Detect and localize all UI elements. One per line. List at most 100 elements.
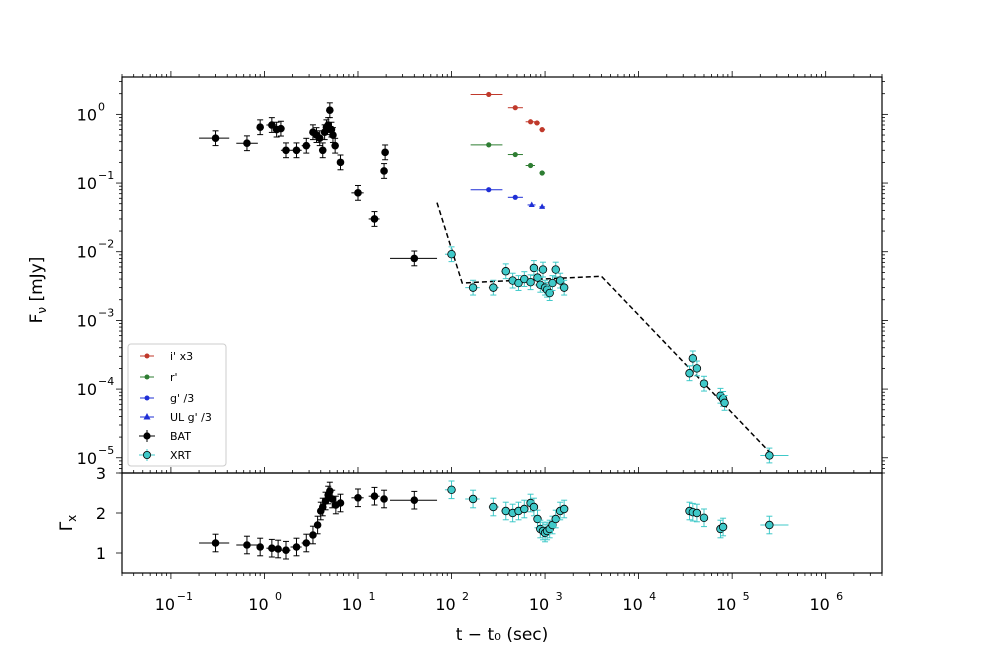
legend-label-ul-g: UL g' /3 <box>170 411 212 424</box>
data-point <box>765 520 774 530</box>
x-axis-label: t − t₀ (sec) <box>456 625 549 645</box>
photon-index-y-tick-label: 2 <box>96 504 106 523</box>
legend-label-i: i' x3 <box>170 350 193 363</box>
legend-marker-ul-g <box>143 413 151 420</box>
x-tick-label-exponent: 2 <box>462 590 469 603</box>
data-point <box>256 123 264 132</box>
data-point <box>336 158 345 167</box>
x-tick-label: 10 <box>342 595 362 614</box>
data-point <box>685 369 694 378</box>
photon-index-series-group <box>199 480 789 560</box>
x-tick-label-exponent: 1 <box>368 590 375 603</box>
photon-index-y-tick-label: 1 <box>96 544 106 563</box>
data-point <box>309 531 317 539</box>
data-point <box>302 141 311 150</box>
data-point <box>256 543 264 551</box>
data-point <box>718 522 728 532</box>
data-point <box>692 508 702 518</box>
data-point <box>551 265 560 274</box>
data-point <box>551 514 560 524</box>
data-point <box>302 539 311 547</box>
flux-series-group <box>199 91 789 464</box>
data-point <box>520 504 529 514</box>
x-tick-label: 10 <box>622 595 642 614</box>
flux-y-tick-label: 10 <box>77 105 97 124</box>
data-point <box>268 121 276 129</box>
legend-entry-g: g' /3 <box>140 392 194 405</box>
data-point <box>512 194 518 200</box>
data-point <box>318 503 327 511</box>
flux-y-tick-label-exponent: −5 <box>98 444 114 457</box>
legend-label-r: r' <box>170 371 178 384</box>
data-point <box>489 502 498 512</box>
data-point <box>380 167 388 175</box>
data-point <box>354 494 362 502</box>
data-point <box>243 139 251 148</box>
data-point <box>548 278 557 288</box>
data-point <box>381 148 389 157</box>
flux-y-tick-label-exponent: −1 <box>98 169 114 182</box>
photon-index-y-tick-label: 3 <box>96 464 106 483</box>
series-r- <box>470 142 546 176</box>
data-point <box>539 170 545 176</box>
x-tick-label: 10 <box>810 595 830 614</box>
data-point-upper-limit <box>528 201 535 207</box>
data-point <box>282 546 290 554</box>
data-point <box>292 543 301 551</box>
flux-y-tick-label: 10 <box>77 311 97 330</box>
flux-y-tick-label-exponent: −4 <box>98 375 114 388</box>
data-point <box>243 541 251 549</box>
series-ul-g-3 <box>527 201 546 209</box>
x-tick-label-exponent: 4 <box>649 590 656 603</box>
legend-entry-i: i' x3 <box>140 350 193 363</box>
x-tick-label: 10 <box>248 595 268 614</box>
data-point <box>410 254 419 263</box>
data-point <box>292 146 301 155</box>
data-point <box>489 283 498 292</box>
data-point <box>282 146 290 155</box>
flux-y-tick-label: 10 <box>77 174 97 193</box>
data-point <box>468 494 478 504</box>
data-point <box>527 119 534 125</box>
data-point <box>699 513 709 522</box>
data-point <box>538 265 548 274</box>
data-point <box>211 134 220 142</box>
flux-y-tick-label: 10 <box>77 449 97 468</box>
data-point <box>501 506 510 516</box>
data-point <box>331 141 339 150</box>
x-tick-label-exponent: 3 <box>556 590 563 603</box>
legend: i' x3 r' g' /3 UL g' /3 BAT <box>127 343 227 467</box>
data-point <box>692 364 702 373</box>
data-point <box>326 106 334 114</box>
data-point-upper-limit <box>539 203 546 209</box>
data-point <box>336 499 345 507</box>
x-tick-label-exponent: −1 <box>177 590 193 603</box>
photon-index-y-axis-label: Γx <box>57 515 79 532</box>
data-point <box>486 142 492 148</box>
data-point <box>539 127 545 133</box>
legend-label-xrt: XRT <box>170 449 191 462</box>
data-point <box>545 288 554 298</box>
data-point <box>765 451 774 460</box>
legend-label-bat: BAT <box>170 430 191 443</box>
data-point <box>328 495 336 503</box>
legend-entry-bat: BAT <box>139 430 191 443</box>
data-point <box>559 283 569 292</box>
legend-marker-g <box>144 395 150 401</box>
data-point <box>534 120 540 126</box>
data-point <box>211 539 220 547</box>
x-tick-label-exponent: 6 <box>836 590 843 603</box>
legend-entry-r: r' <box>140 371 178 384</box>
data-point <box>501 267 510 276</box>
flux-y-tick-label: 10 <box>77 243 97 262</box>
flux-y-tick-label-exponent: 0 <box>98 100 105 113</box>
data-point <box>688 354 698 363</box>
x-tick-label-exponent: 5 <box>743 590 750 603</box>
data-point <box>277 124 285 133</box>
data-point <box>274 545 282 553</box>
legend-label-g: g' /3 <box>170 392 194 405</box>
